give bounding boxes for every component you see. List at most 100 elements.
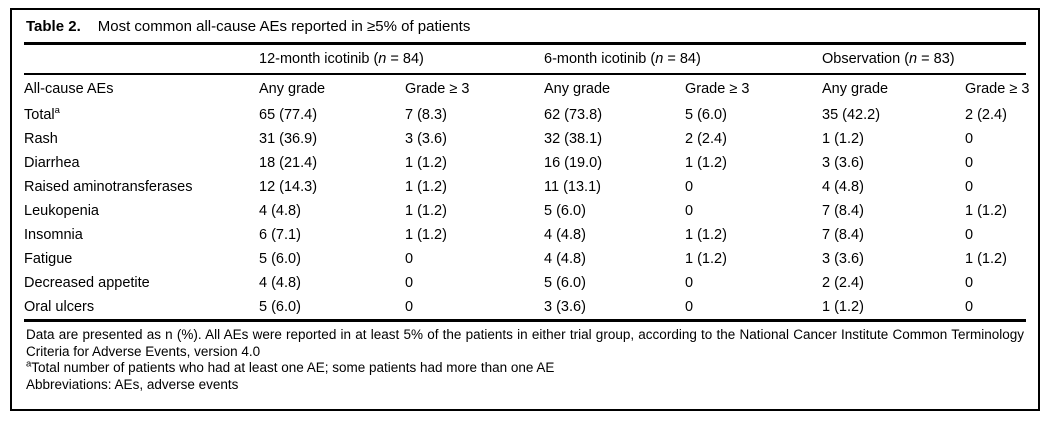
table-cell: 2 (2.4)	[965, 107, 1007, 123]
table-cell: 16 (19.0)	[544, 155, 603, 171]
table-row: Decreased appetite 4 (4.8) 0 5 (6.0) 0 2 (2.4…	[24, 271, 1026, 295]
table-cell: 7 (8.4)	[822, 203, 864, 219]
group-header-stub	[24, 45, 259, 75]
table-cell: 0	[965, 131, 974, 147]
column-header-stub: All-cause AEs	[24, 81, 114, 97]
footnote-a: aTotal number of patients who had at lea…	[26, 358, 1024, 377]
table-cell: 1 (1.2)	[965, 203, 1007, 219]
footnote-a-marker: a	[26, 358, 32, 370]
group-label: Observation (	[822, 51, 910, 67]
table-cell: 1 (1.2)	[405, 227, 447, 243]
row-label: Fatigue	[24, 251, 73, 267]
table-cell: 0	[685, 299, 694, 315]
table-cell: 0	[685, 179, 694, 195]
footnote-a-text: Total number of patients who had at leas…	[31, 360, 555, 375]
table-cell: 11 (13.1)	[544, 179, 601, 195]
table-row: Oral ulcers 5 (6.0) 0 3 (3.6) 0 1 (1.2) 0	[24, 295, 1026, 319]
column-header: Any grade	[822, 81, 889, 97]
footnotes: Data are presented as n (%). All AEs wer…	[24, 319, 1026, 393]
group-header-6-month: 6-month icotinib (n = 84)	[544, 45, 822, 75]
row-label: Oral ulcers	[24, 299, 95, 315]
n-symbol: n	[655, 51, 664, 67]
table-cell: 5 (6.0)	[685, 107, 727, 123]
group-header-row: 12-month icotinib (n = 84) 6-month icoti…	[24, 45, 1026, 75]
table-cell: 18 (21.4)	[259, 155, 318, 171]
table-row: Diarrhea 18 (21.4) 1 (1.2) 16 (19.0) 1 (1.2)…	[24, 151, 1026, 175]
n-value: = 84)	[663, 51, 701, 67]
table-cell: 5 (6.0)	[544, 275, 586, 291]
table-row: Fatigue 5 (6.0) 0 4 (4.8) 1 (1.2) 3 (3.6) 1 (1…	[24, 247, 1026, 271]
table-cell: 1 (1.2)	[965, 251, 1007, 267]
column-header: Grade ≥ 3	[685, 81, 750, 97]
table-cell: 4 (4.8)	[259, 275, 301, 291]
row-label: Leukopenia	[24, 203, 99, 219]
group-header-12-month: 12-month icotinib (n = 84)	[259, 45, 544, 75]
column-header: Grade ≥ 3	[405, 81, 470, 97]
table-cell: 1 (1.2)	[822, 131, 864, 147]
footnote-general: Data are presented as n (%). All AEs wer…	[26, 327, 1024, 359]
table-cell: 3 (3.6)	[822, 155, 864, 171]
column-header: Any grade	[259, 81, 326, 97]
table-row: Raised aminotransferases 12 (14.3) 1 (1.2)…	[24, 175, 1026, 199]
table-cell: 6 (7.1)	[259, 227, 301, 243]
column-header-row: All-cause AEs Any grade Grade ≥ 3 Any gr…	[24, 74, 1030, 103]
table-cell: 1 (1.2)	[405, 203, 447, 219]
footnote-abbreviations: Abbreviations: AEs, adverse events	[26, 376, 239, 392]
table-cell: 3 (3.6)	[405, 131, 447, 147]
column-header: Any grade	[544, 81, 611, 97]
table-cell: 0	[405, 299, 414, 315]
row-label: Raised aminotransferases	[24, 179, 193, 195]
table-cell: 5 (6.0)	[259, 299, 301, 315]
table-cell: 2 (2.4)	[822, 275, 864, 291]
group-header-observation: Observation (n = 83)	[822, 45, 1026, 75]
row-label: Rash	[24, 131, 58, 147]
row-label: Insomnia	[24, 227, 83, 243]
ae-table: 12-month icotinib (n = 84) 6-month icoti…	[24, 45, 1030, 319]
table-cell: 1 (1.2)	[405, 179, 447, 195]
row-label: Diarrhea	[24, 155, 80, 171]
table-cell: 7 (8.4)	[822, 227, 864, 243]
table-cell: 7 (8.3)	[405, 107, 447, 123]
table-cell: 0	[405, 275, 414, 291]
table-cell: 0	[965, 155, 974, 171]
table-cell: 5 (6.0)	[544, 203, 586, 219]
table-cell: 4 (4.8)	[822, 179, 864, 195]
table-cell: 1 (1.2)	[822, 299, 864, 315]
table-cell: 0	[685, 203, 694, 219]
n-symbol: n	[378, 51, 387, 67]
table-cell: 2 (2.4)	[685, 131, 727, 147]
table-cell: 1 (1.2)	[405, 155, 447, 171]
table-cell: 3 (3.6)	[544, 299, 586, 315]
row-label: Totala	[24, 105, 60, 123]
n-value: = 84)	[386, 51, 424, 67]
table-cell: 1 (1.2)	[685, 251, 727, 267]
table-cell: 5 (6.0)	[259, 251, 301, 267]
table-cell: 1 (1.2)	[685, 227, 727, 243]
table-cell: 0	[965, 275, 974, 291]
table-row: Rash 31 (36.9) 3 (3.6) 32 (38.1) 2 (2.4) 1 (1…	[24, 127, 1026, 151]
row-label: Decreased appetite	[24, 275, 150, 291]
table-cell: 65 (77.4)	[259, 107, 318, 123]
group-label: 6-month icotinib (	[544, 51, 656, 67]
table-cell: 4 (4.8)	[544, 227, 586, 243]
table-caption: Most common all-cause AEs reported in ≥5…	[97, 18, 471, 35]
table-body: Totala 65 (77.4) 7 (8.3) 62 (73.8) 5 (6.0) 35…	[24, 103, 1026, 319]
table-cell: 3 (3.6)	[822, 251, 864, 267]
n-value: = 83)	[917, 51, 955, 67]
table-cell: 62 (73.8)	[544, 107, 603, 123]
table-cell: 31 (36.9)	[259, 131, 318, 147]
row-label-superscript: a	[54, 105, 60, 117]
table-cell: 1 (1.2)	[685, 155, 727, 171]
table-cell: 32 (38.1)	[544, 131, 603, 147]
table-number: Table 2.	[26, 18, 81, 35]
table-cell: 4 (4.8)	[259, 203, 301, 219]
table-cell: 0	[405, 251, 414, 267]
table-cell: 0	[965, 227, 974, 243]
table-cell: 0	[685, 275, 694, 291]
table-row: Leukopenia 4 (4.8) 1 (1.2) 5 (6.0) 0 7 (8.4) 1…	[24, 199, 1026, 223]
column-header: Grade ≥ 3	[965, 81, 1030, 97]
table-row: Insomnia 6 (7.1) 1 (1.2) 4 (4.8) 1 (1.2) 7 (8…	[24, 223, 1026, 247]
table-cell: 35 (42.2)	[822, 107, 881, 123]
n-symbol: n	[909, 51, 918, 67]
table-cell: 12 (14.3)	[259, 179, 318, 195]
